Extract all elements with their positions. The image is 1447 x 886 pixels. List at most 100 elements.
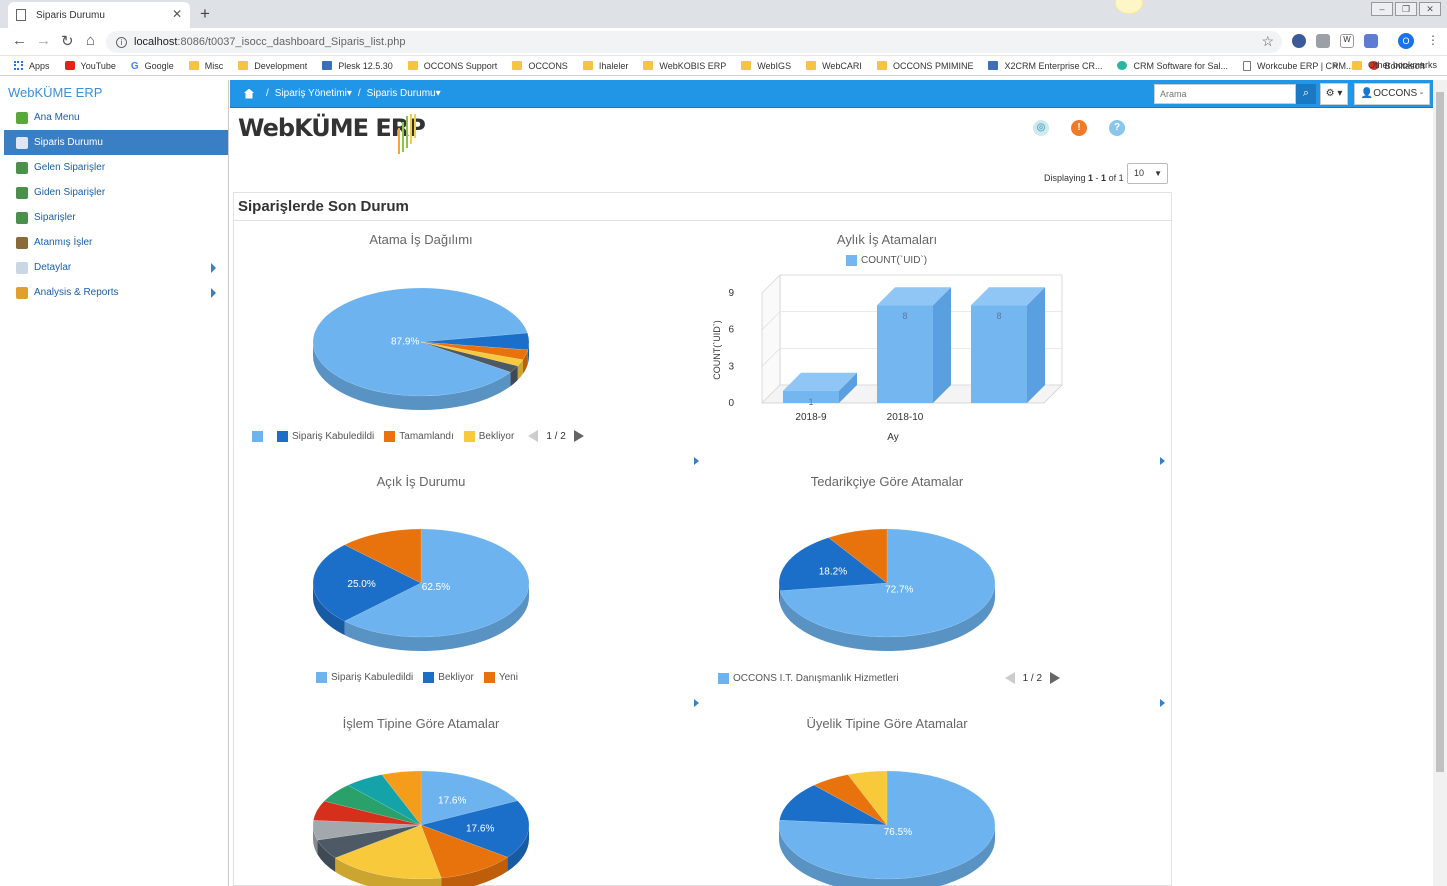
bookmark-item[interactable]: WebCARI xyxy=(806,61,862,71)
bookmark-item[interactable]: Plesk 12.5.30 xyxy=(322,61,393,71)
sidebar-item[interactable]: Atanmış İşler xyxy=(4,230,228,255)
legend-next-icon[interactable] xyxy=(573,430,584,442)
bookmark-item[interactable]: OCCONS PMIMINE xyxy=(876,61,973,71)
redb-icon xyxy=(1368,61,1379,70)
bookmark-item[interactable]: OCCONS xyxy=(512,61,568,71)
displaying-from: 1 xyxy=(1088,173,1094,183)
reload-icon[interactable]: ↻ xyxy=(61,33,74,50)
expand-arrow-icon[interactable] xyxy=(694,457,699,465)
refresh-icon[interactable]: ◎ xyxy=(1033,120,1049,136)
legend-prev-icon[interactable] xyxy=(1004,672,1015,684)
profile-avatar[interactable]: O xyxy=(1398,33,1414,49)
bookmark-label: Bonitasoft xyxy=(1384,60,1425,71)
chart-title: Tedarikçiye Göre Atamalar xyxy=(810,474,964,489)
extension-w-icon[interactable]: W xyxy=(1340,34,1354,48)
extension-recycle-icon[interactable] xyxy=(1316,34,1330,48)
sidebar-item[interactable]: Analysis & Reports xyxy=(4,280,228,305)
page-size-select[interactable]: 10 ▼ xyxy=(1127,163,1168,184)
legend-item[interactable]: Yeni xyxy=(483,672,518,683)
legend-item[interactable] xyxy=(252,430,267,442)
sidebar-item[interactable]: Detaylar xyxy=(4,255,228,280)
restore-icon[interactable]: ❐ xyxy=(1395,2,1417,16)
star-icon[interactable]: ☆ xyxy=(1261,33,1274,49)
sidebar-item[interactable]: Gelen Siparişler xyxy=(4,155,228,180)
breadcrumb-separator: / xyxy=(266,88,269,99)
menu-item-icon xyxy=(16,111,28,124)
legend-prev-icon[interactable] xyxy=(528,430,539,442)
bookmark-label: WebIGS xyxy=(757,60,792,71)
minimize-icon[interactable]: – xyxy=(1371,2,1393,16)
more-bookmarks-icon[interactable]: » xyxy=(1332,60,1338,70)
browser-tab[interactable]: Siparis Durumu ✕ xyxy=(8,2,190,28)
expand-arrow-icon[interactable] xyxy=(1160,457,1165,465)
breadcrumb-siparis-yonetimi[interactable]: Sipariş Yönetimi xyxy=(274,88,347,99)
bookmark-label: WebCARI xyxy=(822,60,862,71)
legend-swatch xyxy=(483,672,495,683)
legend-swatch xyxy=(846,255,857,266)
other-bookmarks[interactable]: Other bookmarks xyxy=(1351,60,1437,70)
legend-item[interactable]: COUNT(`UID`) xyxy=(846,255,927,266)
bookmark-item[interactable]: WebIGS xyxy=(741,61,791,71)
menu-item-icon xyxy=(16,211,28,224)
bookmark-item[interactable]: CRM Software for Sal... xyxy=(1117,61,1228,71)
bookmark-item[interactable]: Development xyxy=(238,61,307,71)
expand-arrow-icon[interactable] xyxy=(1160,699,1165,707)
settings-button[interactable]: ⚙ ▾ xyxy=(1320,83,1348,105)
bookmark-label: Development xyxy=(254,60,308,71)
doc-icon xyxy=(1243,60,1252,71)
window-close-icon[interactable]: ✕ xyxy=(1419,2,1441,16)
new-tab-icon[interactable]: + xyxy=(200,4,210,23)
bookmark-item[interactable]: Misc xyxy=(188,61,223,71)
bookmark-item[interactable]: Bonitasoft xyxy=(1368,60,1425,71)
sidebar-item[interactable]: Siparişler xyxy=(4,205,228,230)
home-icon[interactable]: ⌂ xyxy=(86,32,96,49)
user-menu-button[interactable]: 👤OCCONS - xyxy=(1354,83,1430,105)
displaying-total: 1 xyxy=(1118,173,1124,183)
status-icons: ◎ ! ? xyxy=(1033,120,1125,136)
bookmark-item[interactable]: YouTube xyxy=(64,61,116,71)
sidebar-item[interactable]: Siparis Durumu xyxy=(4,130,228,155)
bookmark-item[interactable]: Apps xyxy=(14,61,50,71)
bookmark-item[interactable]: Workcube ERP | CRM... xyxy=(1243,60,1354,71)
folder-icon xyxy=(582,61,593,70)
extension-camera-icon[interactable] xyxy=(1364,34,1378,48)
grid-icon xyxy=(14,61,23,70)
bookmark-item[interactable]: WebKOBIS ERP xyxy=(643,61,726,71)
sidebar-item[interactable]: Giden Siparişler xyxy=(4,180,228,205)
sidebar-brand[interactable]: WebKÜME ERP xyxy=(8,85,103,100)
home-icon[interactable] xyxy=(244,88,254,99)
search-button[interactable]: ⌕ xyxy=(1296,84,1316,104)
expand-arrow-icon[interactable] xyxy=(694,699,699,707)
bookmark-label: CRM Software for Sal... xyxy=(1133,60,1229,71)
legend-item[interactable]: Sipariş Kabuledildi xyxy=(277,430,374,442)
address-bar[interactable]: i localhost:8086/t0037_isocc_dashboard_S… xyxy=(106,31,1282,53)
legend-swatch xyxy=(316,672,327,683)
tab-close-icon[interactable]: ✕ xyxy=(171,7,182,21)
search-input[interactable] xyxy=(1154,84,1296,104)
legend-item[interactable]: Sipariş Kabuledildi xyxy=(316,672,413,683)
bookmark-label: WebKOBIS ERP xyxy=(659,60,727,71)
legend-item[interactable]: Tamamlandı xyxy=(384,430,454,442)
scrollbar[interactable] xyxy=(1433,80,1447,886)
legend-item[interactable]: OCCONS I.T. Danışmanlık Hizmetleri xyxy=(718,672,899,684)
bookmark-item[interactable]: G Google xyxy=(131,61,174,73)
help-icon[interactable]: ? xyxy=(1109,120,1125,136)
legend-next-icon[interactable] xyxy=(1050,672,1061,684)
bookmark-item[interactable]: OCCONS Support xyxy=(407,61,497,71)
back-icon[interactable]: ← xyxy=(12,32,27,49)
info-icon[interactable]: i xyxy=(116,36,127,48)
logo: WebKÜME ERP xyxy=(238,114,426,154)
sidebar-item[interactable]: Ana Menu xyxy=(4,105,228,130)
forward-icon[interactable]: → xyxy=(36,32,51,49)
scrollbar-thumb[interactable] xyxy=(1436,92,1444,772)
bookmark-item[interactable]: X2CRM Enterprise CR... xyxy=(988,61,1102,71)
extension-globe-icon[interactable] xyxy=(1292,34,1306,48)
browser-toolbar: ← → ↻ ⌂ i localhost:8086/t0037_isocc_das… xyxy=(0,28,1447,56)
breadcrumb-siparis-durumu[interactable]: Siparis Durumu xyxy=(366,88,436,99)
legend-item[interactable]: Bekliyor xyxy=(423,672,474,683)
bookmark-item[interactable]: Ihaleler xyxy=(582,61,628,71)
chart-legend: OCCONS I.T. Danışmanlık Hizmetleri 1 / 2 xyxy=(718,672,1061,684)
legend-item[interactable]: Bekliyor xyxy=(463,430,514,442)
menu-icon[interactable]: ⋮ xyxy=(1427,33,1439,47)
alert-icon[interactable]: ! xyxy=(1071,120,1087,136)
